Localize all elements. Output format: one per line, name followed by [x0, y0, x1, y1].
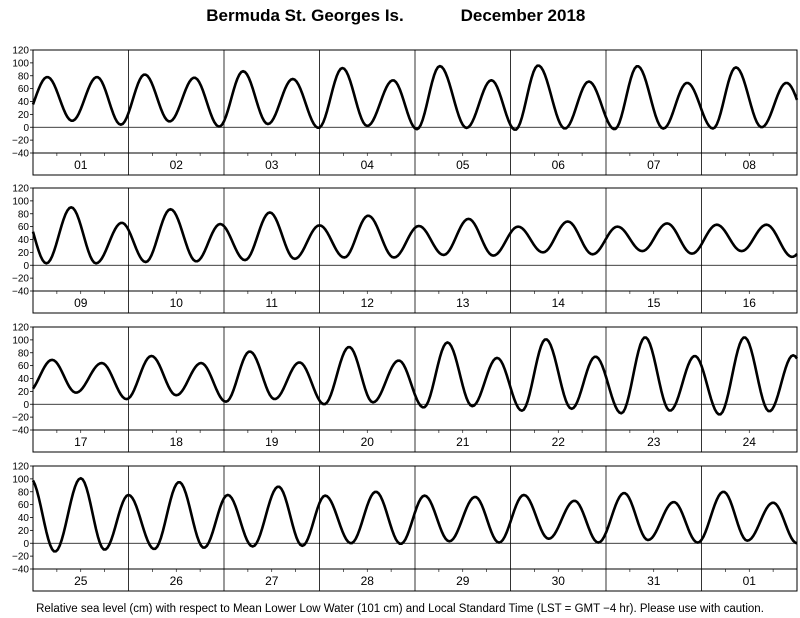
y-tick-label: 120 — [12, 323, 29, 334]
day-label: 18 — [170, 435, 184, 449]
y-tick-label: −20 — [12, 552, 29, 563]
day-label: 31 — [647, 574, 661, 588]
day-label: 02 — [170, 158, 184, 172]
y-tick-label: 80 — [18, 348, 30, 359]
y-tick-label: 20 — [18, 387, 30, 398]
y-tick-label: 40 — [18, 513, 30, 524]
day-label: 08 — [743, 158, 757, 172]
tide-curve — [31, 206, 798, 265]
chart-title-station: Bermuda St. Georges Is. — [206, 6, 403, 25]
chart-footnote: Relative sea level (cm) with respect to … — [36, 603, 764, 615]
y-tick-label: 100 — [12, 58, 29, 69]
day-label: 15 — [647, 296, 661, 310]
day-label: 12 — [361, 296, 375, 310]
day-label: 01 — [743, 574, 757, 588]
day-label: 25 — [74, 574, 88, 588]
day-label: 20 — [361, 435, 375, 449]
y-tick-label: 120 — [12, 184, 29, 195]
y-tick-label: 120 — [12, 46, 29, 57]
y-tick-label: −20 — [12, 136, 29, 147]
y-tick-label: −20 — [12, 413, 29, 424]
tide-curve — [31, 64, 799, 131]
day-label: 14 — [552, 296, 566, 310]
y-tick-label: 80 — [18, 71, 30, 82]
day-label: 23 — [647, 435, 661, 449]
y-tick-label: 80 — [18, 209, 30, 220]
day-label: 27 — [265, 574, 279, 588]
day-label: 29 — [456, 574, 470, 588]
y-tick-label: 0 — [23, 123, 29, 134]
y-tick-label: 40 — [18, 374, 30, 385]
y-tick-label: 100 — [12, 196, 29, 207]
y-tick-label: 120 — [12, 462, 29, 473]
y-tick-label: 60 — [18, 222, 30, 233]
day-label: 19 — [265, 435, 279, 449]
y-tick-label: 0 — [23, 400, 29, 411]
y-tick-label: 0 — [23, 261, 29, 272]
tide-curve — [31, 336, 799, 416]
y-tick-label: −20 — [12, 274, 29, 285]
y-tick-label: 20 — [18, 248, 30, 259]
day-label: 16 — [743, 296, 757, 310]
y-tick-label: 80 — [18, 487, 30, 498]
day-label: 22 — [552, 435, 566, 449]
y-tick-label: 60 — [18, 84, 30, 95]
day-label: 05 — [456, 158, 470, 172]
day-label: 07 — [647, 158, 661, 172]
day-label: 10 — [170, 296, 184, 310]
day-label: 01 — [74, 158, 88, 172]
y-tick-label: −40 — [12, 287, 29, 298]
day-label: 28 — [361, 574, 375, 588]
chart-title-month: December 2018 — [461, 6, 586, 25]
day-label: 13 — [456, 296, 470, 310]
y-tick-label: 60 — [18, 500, 30, 511]
day-label: 21 — [456, 435, 470, 449]
y-tick-label: 40 — [18, 235, 30, 246]
day-label: 04 — [361, 158, 375, 172]
day-label: 09 — [74, 296, 88, 310]
day-label: 30 — [552, 574, 566, 588]
y-tick-label: 60 — [18, 361, 30, 372]
y-tick-label: −40 — [12, 565, 29, 576]
y-tick-label: 100 — [12, 335, 29, 346]
y-tick-label: 20 — [18, 110, 30, 121]
day-label: 26 — [170, 574, 184, 588]
day-label: 03 — [265, 158, 279, 172]
tide-curve — [31, 476, 798, 553]
y-tick-label: 100 — [12, 474, 29, 485]
day-label: 06 — [552, 158, 566, 172]
y-tick-label: 0 — [23, 539, 29, 550]
y-tick-label: 40 — [18, 97, 30, 108]
day-label: 24 — [743, 435, 757, 449]
y-tick-label: 20 — [18, 526, 30, 537]
y-tick-label: −40 — [12, 426, 29, 437]
day-label: 17 — [74, 435, 88, 449]
day-label: 11 — [266, 296, 279, 310]
y-tick-label: −40 — [12, 149, 29, 160]
